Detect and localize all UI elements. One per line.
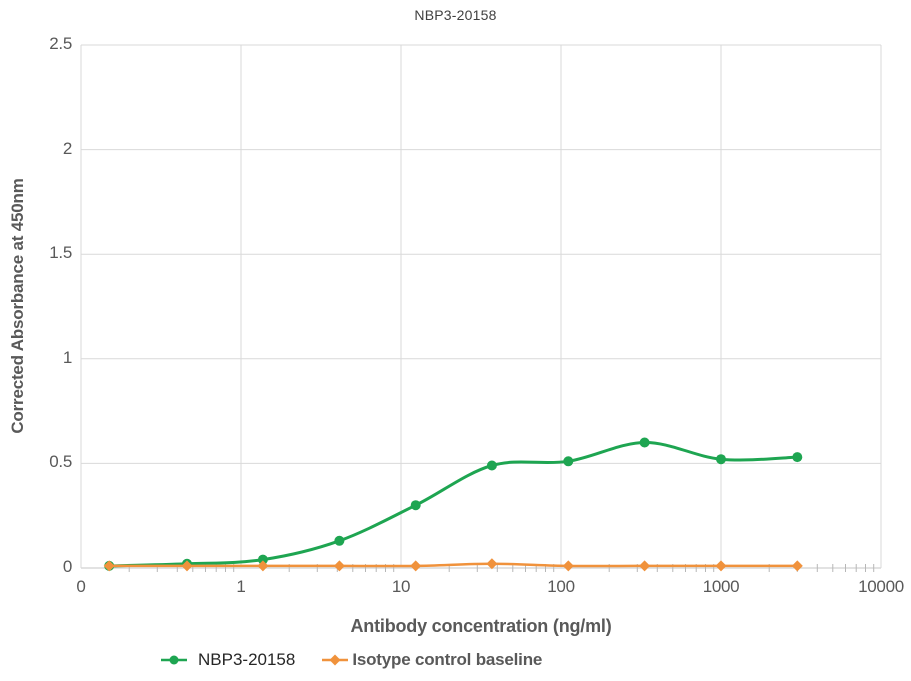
series-line-0 — [107, 440, 799, 568]
data-point-0 — [410, 500, 421, 511]
data-point-1 — [562, 560, 574, 572]
data-point-1 — [486, 558, 498, 570]
legend-marker-circle-icon — [160, 653, 188, 667]
data-point-1 — [639, 560, 651, 572]
data-point-0 — [334, 535, 345, 546]
data-point-0 — [563, 456, 574, 467]
data-point-0 — [486, 460, 497, 471]
data-point-1 — [791, 560, 803, 572]
data-point-1 — [715, 560, 727, 572]
legend-item-nbp3: NBP3-20158 — [160, 650, 295, 670]
data-point-1 — [103, 560, 115, 572]
data-point-1 — [410, 560, 422, 572]
data-point-0 — [792, 452, 803, 463]
legend-label: NBP3-20158 — [198, 650, 296, 669]
legend-item-isotype: Isotype control baseline — [321, 650, 542, 670]
chart-title: NBP3-20158 — [414, 7, 497, 23]
data-point-0 — [639, 437, 650, 448]
series-line-1 — [107, 562, 799, 568]
data-point-1 — [257, 560, 269, 572]
x-axis-title: Antibody concentration (ng/ml) — [350, 616, 612, 636]
data-point-1 — [181, 560, 193, 572]
data-point-0 — [716, 454, 726, 465]
data-point-0 — [257, 554, 268, 565]
data-point-1 — [333, 560, 345, 572]
legend-marker-diamond-icon — [321, 653, 349, 667]
legend-label: Isotype control baseline — [352, 650, 543, 669]
legend: NBP3-20158 Isotype control baseline — [160, 650, 542, 670]
y-axis-title: Corrected Absorbance at 450nm — [8, 178, 27, 434]
